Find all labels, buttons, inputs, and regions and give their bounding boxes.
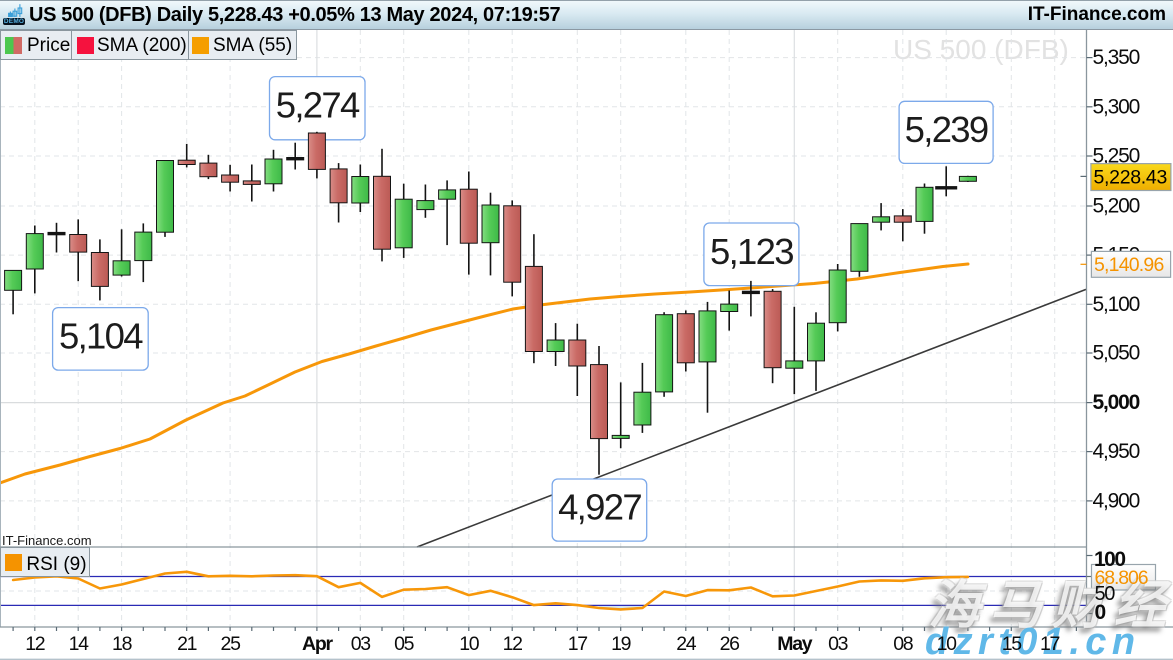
svg-text:5,104: 5,104 <box>59 315 143 356</box>
svg-text:5,100: 5,100 <box>1093 293 1140 316</box>
svg-text:4,900: 4,900 <box>1093 489 1140 512</box>
svg-text:4,950: 4,950 <box>1093 440 1140 463</box>
svg-text:5,239: 5,239 <box>905 109 988 150</box>
svg-text:5,350: 5,350 <box>1093 46 1140 69</box>
svg-text:5,123: 5,123 <box>710 231 793 272</box>
svg-text:5,000: 5,000 <box>1093 391 1140 414</box>
svg-text:5,140.96: 5,140.96 <box>1094 254 1164 276</box>
svg-text:5,228.43: 5,228.43 <box>1094 167 1168 189</box>
svg-text:5,300: 5,300 <box>1093 95 1140 118</box>
svg-text:5,274: 5,274 <box>276 85 360 126</box>
svg-text:US 500 (DFB): US 500 (DFB) <box>893 34 1069 65</box>
svg-text:4,927: 4,927 <box>558 487 641 528</box>
svg-text:5,050: 5,050 <box>1093 342 1140 365</box>
svg-text:5,200: 5,200 <box>1093 195 1140 218</box>
svg-text:5,250: 5,250 <box>1093 145 1140 168</box>
